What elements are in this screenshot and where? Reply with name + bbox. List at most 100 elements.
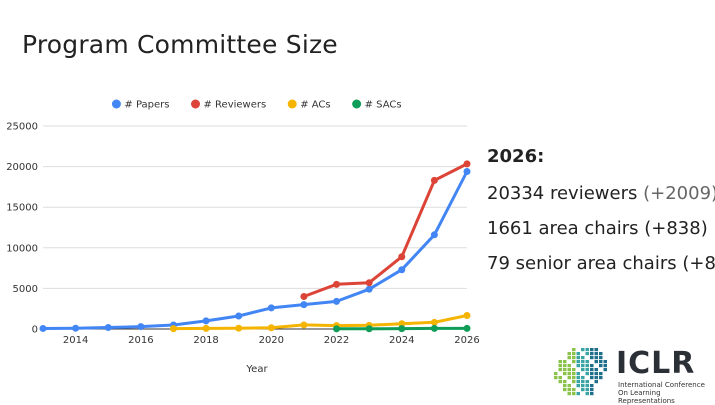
logo-tile	[577, 376, 581, 379]
legend-label: # Reviewers	[204, 100, 267, 111]
stats-heading: 2026:	[487, 146, 715, 167]
logo-tile	[568, 392, 572, 395]
logo-tile	[599, 352, 603, 355]
logo-tile	[595, 352, 599, 355]
legend-item: # SACs	[352, 100, 401, 111]
logo-tile	[572, 388, 576, 391]
y-tick-label: 10000	[6, 243, 38, 254]
chart-legend: # Papers# Reviewers# ACs# SACs	[112, 100, 402, 111]
logo-tile	[568, 376, 572, 379]
logo-tile	[586, 348, 590, 351]
logo-tile	[590, 364, 594, 367]
logo-tile	[595, 372, 599, 375]
data-point	[72, 325, 79, 332]
iclr-logo: ICLR International Conference On Learnin…	[552, 346, 712, 398]
data-point	[366, 325, 373, 332]
logo-tile	[590, 384, 594, 387]
logo-tile	[595, 360, 599, 363]
logo-tile	[590, 388, 594, 391]
logo-tile	[586, 372, 590, 375]
data-point	[366, 286, 373, 293]
logo-tile	[559, 364, 563, 367]
logo-tile	[595, 376, 599, 379]
x-tick-label: 2016	[128, 335, 153, 346]
x-tick-label: 2018	[193, 335, 218, 346]
data-point	[300, 293, 307, 300]
data-point	[333, 325, 340, 332]
logo-tile	[559, 360, 563, 363]
logo-tile	[590, 352, 594, 355]
chart-series	[40, 160, 471, 332]
data-point	[431, 325, 438, 332]
logo-tile	[604, 360, 608, 363]
stat-area-chairs-delta: (+838)	[644, 218, 707, 239]
logo-tile	[590, 392, 594, 395]
logo-tile	[572, 348, 576, 351]
logo-tile	[577, 380, 581, 383]
logo-tile	[599, 376, 603, 379]
legend-label: # ACs	[300, 100, 330, 111]
logo-tile	[581, 356, 585, 359]
logo-tile	[563, 388, 567, 391]
logo-tile	[563, 360, 567, 363]
logo-tile	[590, 348, 594, 351]
data-point	[366, 279, 373, 286]
logo-tile	[586, 352, 590, 355]
logo-tile	[572, 376, 576, 379]
logo-tile	[577, 372, 581, 375]
series-line	[174, 316, 468, 329]
logo-tile	[586, 360, 590, 363]
data-point	[170, 325, 177, 332]
data-point	[300, 321, 307, 328]
data-point	[464, 160, 471, 167]
data-point	[431, 231, 438, 238]
logo-tile	[590, 368, 594, 371]
data-point	[268, 324, 275, 331]
logo-tile	[563, 380, 567, 383]
y-tick-label: 25000	[6, 122, 38, 133]
stat-reviewers-delta: (+2009)	[643, 183, 715, 204]
data-point	[398, 266, 405, 273]
legend-item: # ACs	[288, 100, 331, 111]
logo-tile	[568, 384, 572, 387]
logo-tile	[581, 380, 585, 383]
logo-tile	[590, 376, 594, 379]
logo-tile	[577, 384, 581, 387]
chart-gridlines	[43, 126, 467, 329]
logo-tile	[568, 352, 572, 355]
logo-tile	[559, 380, 563, 383]
logo-tile	[590, 356, 594, 359]
logo-subtitle: International Conference On Learning Rep…	[618, 381, 715, 405]
data-point	[203, 325, 210, 332]
x-tick-label: 2014	[63, 335, 88, 346]
logo-tile	[586, 384, 590, 387]
x-tick-label: 2020	[259, 335, 284, 346]
logo-tile	[577, 360, 581, 363]
data-point	[398, 325, 405, 332]
logo-tile	[563, 368, 567, 371]
logo-tile	[595, 380, 599, 383]
logo-tile	[599, 360, 603, 363]
logo-tile	[572, 380, 576, 383]
data-point	[105, 324, 112, 331]
logo-tile	[572, 356, 576, 359]
logo-tile	[568, 364, 572, 367]
legend-item: # Reviewers	[191, 100, 266, 111]
logo-tile	[563, 372, 567, 375]
stat-senior-area-chairs-delta: (+8)	[682, 253, 715, 274]
data-point	[203, 317, 210, 324]
data-point	[333, 298, 340, 305]
data-point	[464, 312, 471, 319]
data-point	[137, 323, 144, 330]
data-point	[464, 168, 471, 175]
series-line	[304, 164, 467, 297]
logo-tile	[559, 368, 563, 371]
y-tick-label: 0	[32, 325, 38, 336]
logo-tile	[577, 364, 581, 367]
logo-tile	[586, 388, 590, 391]
data-point	[300, 301, 307, 308]
logo-tile	[595, 356, 599, 359]
logo-tile	[577, 356, 581, 359]
